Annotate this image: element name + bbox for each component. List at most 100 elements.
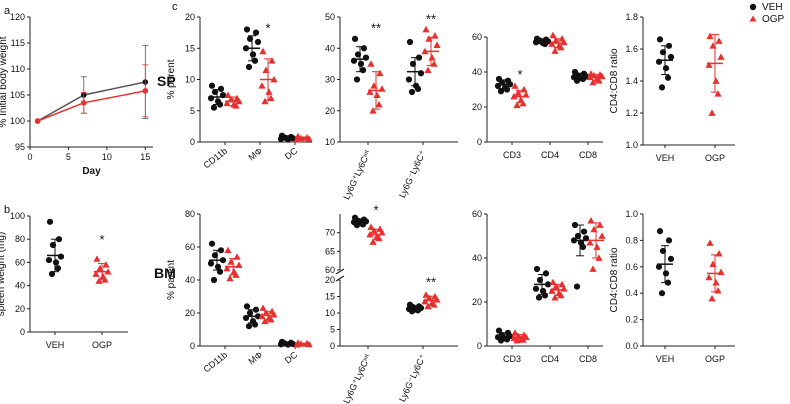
b-point-ogp [95, 277, 103, 284]
sp4-point-ogp [708, 109, 716, 116]
bm3-point-ogp [513, 336, 521, 344]
sp2-y-tick-label: 40 [325, 43, 335, 53]
sp1-y-tick-label: 0 [190, 137, 195, 147]
sp4-point-ogp [709, 42, 717, 49]
bm1-point-veh [214, 263, 222, 270]
bm3-point-veh [574, 232, 582, 240]
b-y-tick-label: 100 [10, 211, 25, 221]
sp3-significance: * [517, 67, 522, 82]
bm4-x-tick-label: OGP [705, 354, 725, 364]
bm3-point-veh [541, 292, 549, 299]
sp3-point-ogp [513, 101, 521, 109]
bm4-y-tick-label: 0.6 [625, 262, 638, 272]
b-point-veh [54, 265, 62, 272]
bm2-point-ogp [370, 227, 378, 234]
sp4-y-tick-label: 1.8 [625, 12, 638, 22]
bm4-point-veh [667, 255, 675, 262]
bm2-point-ogp [375, 234, 383, 242]
sp1-point-veh [251, 57, 259, 64]
sp1-point-ogp [268, 57, 276, 64]
bm1-point-veh [217, 247, 225, 254]
a-y-tick-label: 105 [10, 90, 25, 100]
sp3-point-ogp [589, 78, 597, 86]
sp4-y-tick-label: 1.4 [625, 76, 638, 86]
chart-a: 95 100 105 110 115 120 0 5 10 15 Day % Initial body… [0, 12, 153, 177]
b-point-veh [45, 256, 53, 264]
sp4-y-tick-label: 1.2 [625, 108, 638, 118]
sp2-point-veh [408, 88, 416, 96]
sp1-point-veh [243, 26, 251, 33]
b-point-ogp [96, 264, 104, 272]
bm3-point-ogp [586, 239, 594, 246]
bm2-point-ogp [430, 301, 438, 308]
sp3-point-ogp [557, 43, 565, 51]
row-label-sp: SP [157, 73, 176, 89]
b-point-ogp [92, 270, 100, 277]
a-y-label: % Initial body weight [0, 36, 9, 127]
sp4-point-ogp [715, 37, 723, 44]
bm2-y-tick-label: 65 [325, 246, 335, 256]
bm2-point-ogp [422, 291, 430, 298]
bm2-point-veh [353, 222, 361, 229]
bm4-y-tick-label: 0.0 [625, 341, 638, 351]
sp2-point-veh [354, 51, 362, 58]
sp3-y-tick-label: 60 [472, 32, 482, 42]
sp1-point-ogp [267, 94, 275, 102]
bm2-y-tick-label: 10 [325, 308, 335, 318]
sp4-point-ogp [717, 53, 725, 60]
sp2-significance: ** [426, 11, 436, 26]
bm4-point-veh [656, 228, 664, 235]
b-y-tick-label: 80 [15, 234, 25, 244]
b-y-label: spleen weight (mg) [0, 232, 7, 316]
a-x-tick-label: 15 [140, 152, 150, 162]
bm4-point-ogp [714, 286, 722, 294]
a-point-ogp [142, 88, 149, 94]
sp2-significance: ** [371, 21, 381, 36]
sp1-point-veh [216, 101, 224, 108]
bm4-point-ogp [712, 279, 720, 286]
sp2-point-ogp [370, 82, 378, 89]
bm2-significance: ** [426, 275, 436, 290]
bm1-x-tick-label: CD11b [202, 350, 230, 375]
sp2-point-ogp [369, 107, 377, 114]
bm1-point-ogp [226, 274, 234, 282]
sp1-x-tick-label: DC [283, 145, 300, 161]
bm2-point-ogp [367, 223, 375, 230]
sp1-point-ogp [224, 91, 232, 99]
sp2-point-ogp [428, 54, 436, 61]
bm2-y-tick-label: 0 [330, 341, 335, 351]
bm2-point-veh [359, 221, 367, 228]
bm4-point-veh [659, 247, 667, 255]
sp4-point-veh [658, 84, 666, 91]
sp2-y-tick-label: 30 [325, 75, 335, 85]
sp1-point-ogp [259, 47, 267, 55]
bm3-point-ogp [587, 217, 595, 224]
a-point-ogp [81, 100, 87, 106]
bm2-point-ogp [424, 302, 432, 310]
sp3-point-ogp [519, 99, 527, 107]
sp3-point-veh [532, 39, 540, 46]
bm4-y-tick-label: 0.8 [625, 235, 638, 245]
a-x-tick-label: 0 [27, 152, 32, 162]
bm3-x-tick-label: CD4 [541, 354, 559, 364]
bm1-point-ogp [227, 258, 235, 265]
sp4-x-tick-label: OGP [705, 153, 725, 163]
sp3-point-ogp [595, 77, 603, 84]
bm1-point-veh [210, 276, 218, 284]
bm1-y-tick-label: 80 [185, 209, 195, 219]
bm4-point-veh [664, 279, 672, 286]
sp2-point-ogp [373, 91, 381, 99]
sp4-point-veh [664, 74, 672, 81]
sp1-point-veh [246, 35, 254, 42]
bm1-y-tick-label: 20 [185, 308, 195, 318]
bm2-y-tick-label: 15 [325, 292, 335, 302]
bm3-point-ogp [557, 291, 565, 299]
bm4-y-tick-label: 1.0 [625, 209, 638, 219]
bm3-point-veh [542, 270, 550, 277]
sp2-point-ogp [425, 35, 433, 42]
bm3-point-veh [532, 285, 540, 292]
bm3-point-veh [503, 336, 511, 343]
a-y-tick-label: 95 [15, 142, 25, 152]
b-point-veh [49, 241, 57, 249]
